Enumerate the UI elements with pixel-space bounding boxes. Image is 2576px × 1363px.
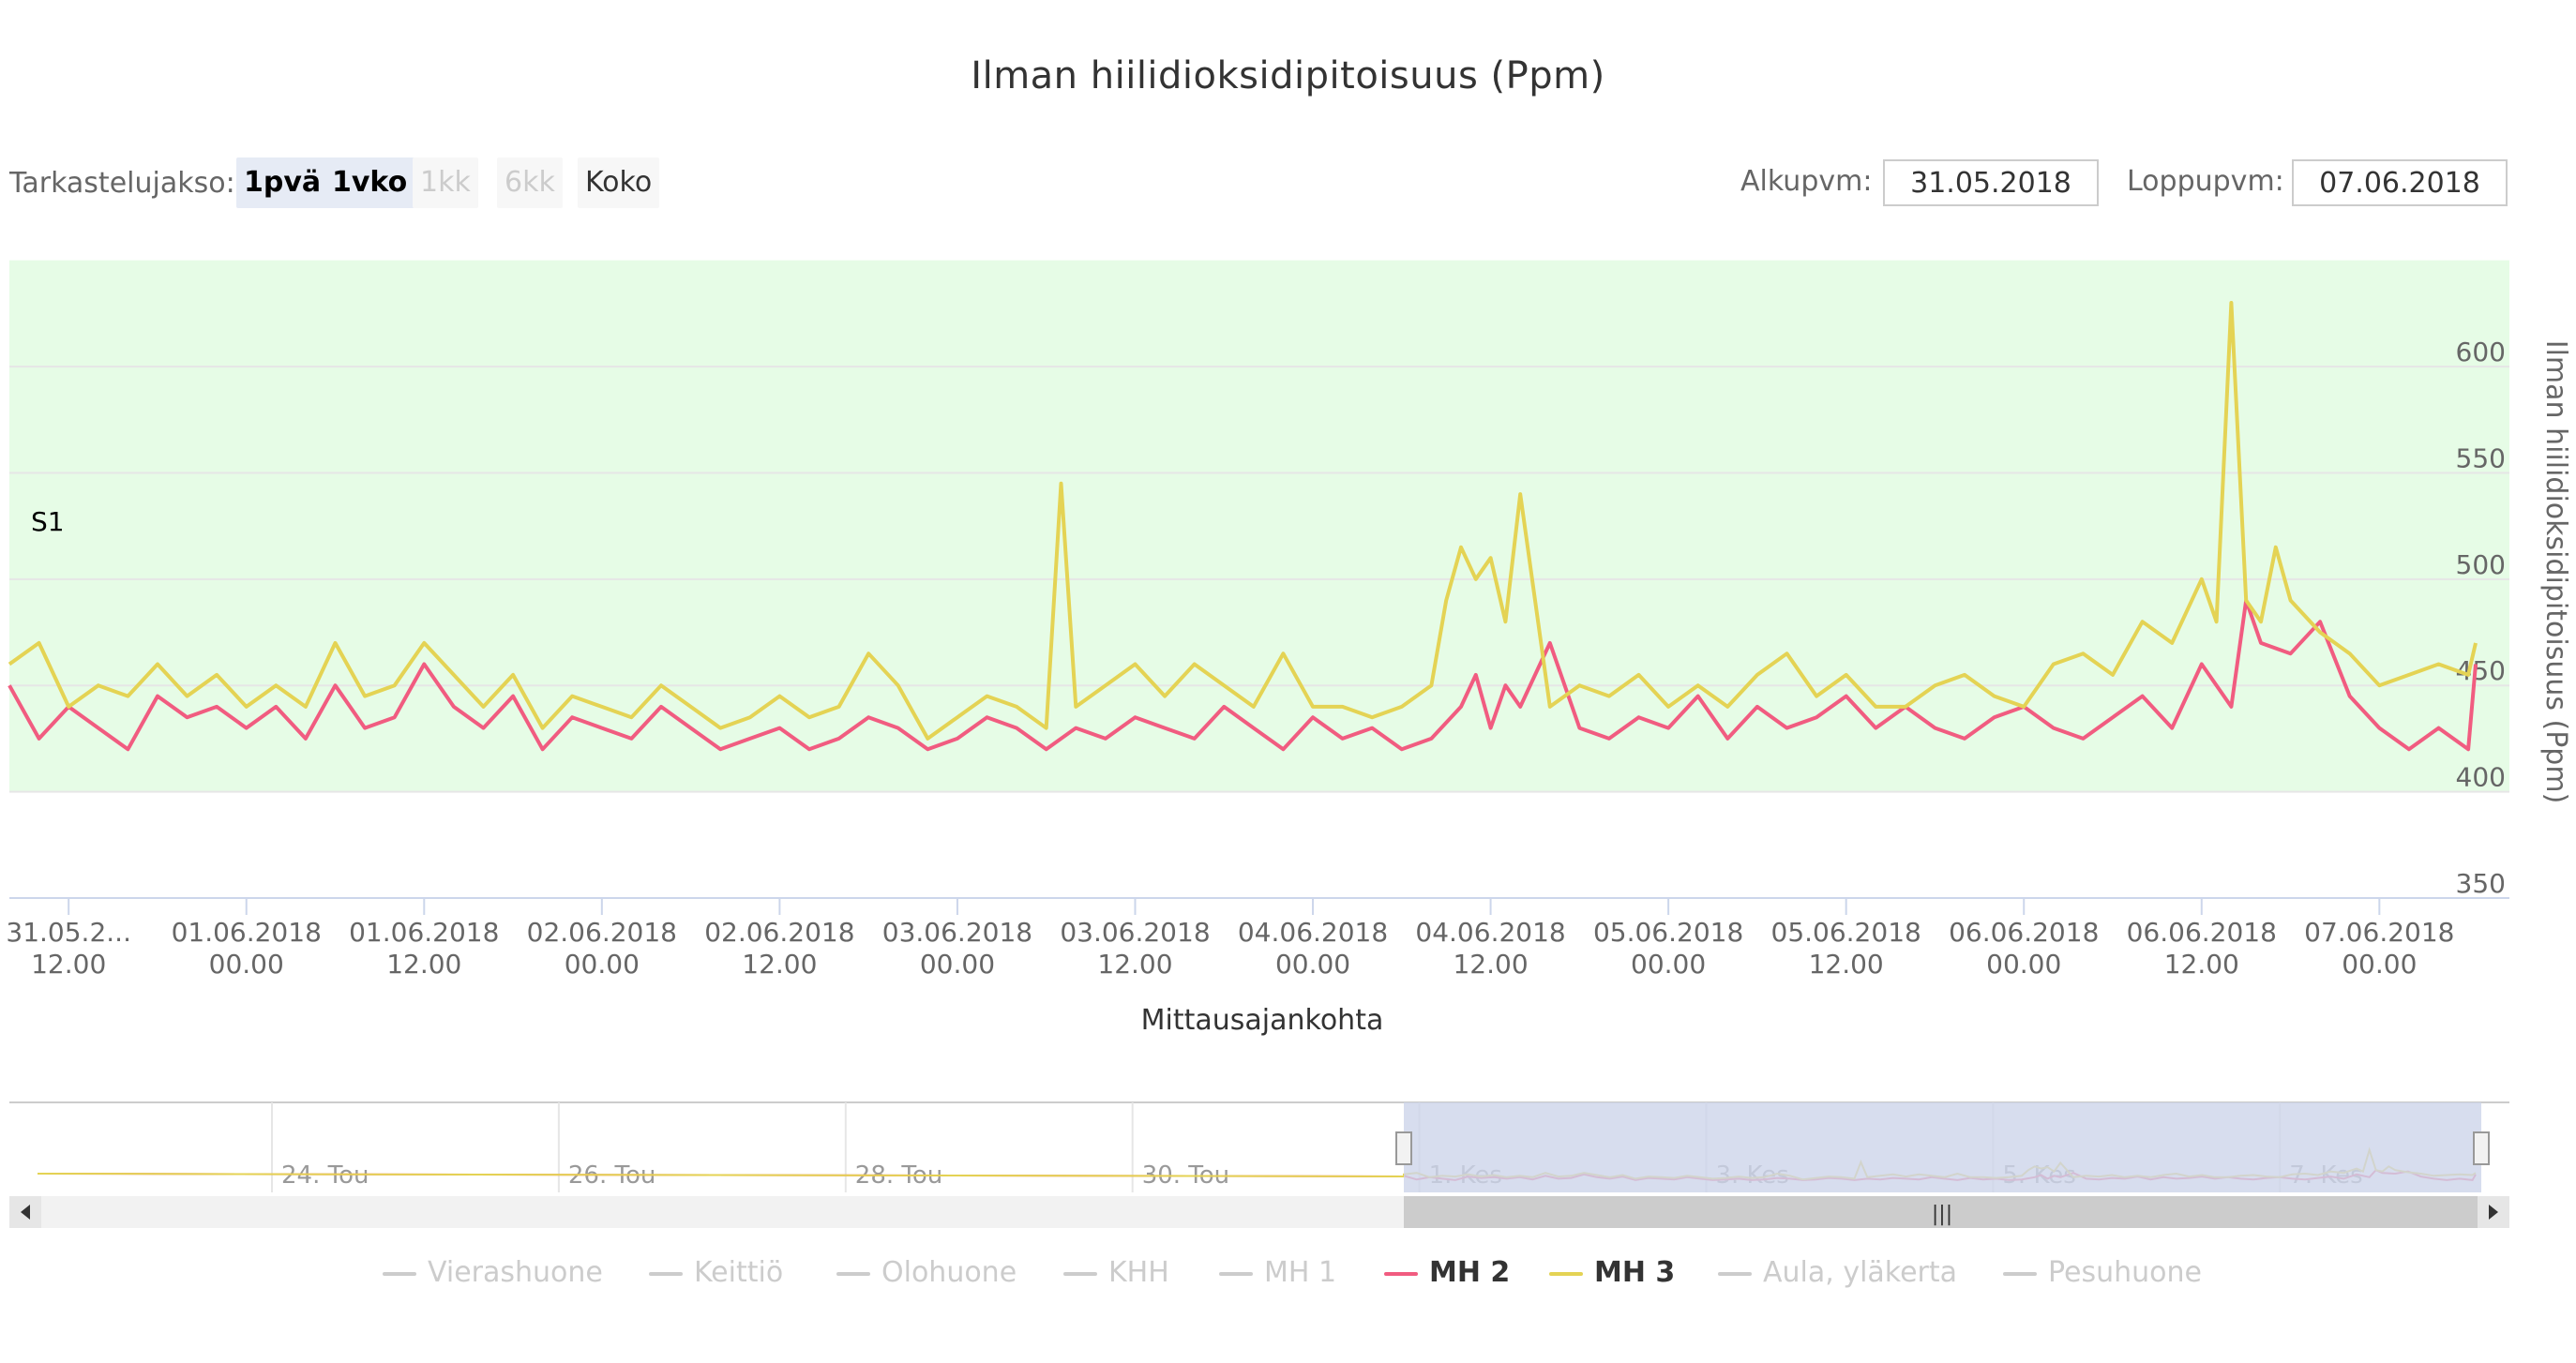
range-button-6months[interactable]: 6kk: [497, 157, 563, 208]
legend-symbol: [1549, 1271, 1583, 1276]
legend-symbol: [1219, 1271, 1253, 1276]
x-tick-label: 00.00: [1631, 949, 1706, 980]
plot-band-label: S1: [31, 506, 65, 537]
legend-label: Aula, yläkerta: [1763, 1256, 1958, 1289]
x-axis-title: Mittausajankohta: [1141, 1004, 1384, 1037]
range-selector-label: Tarkastelujakso:: [9, 167, 235, 200]
x-tick-label: 06.06.2018: [2127, 917, 2277, 948]
legend-label: Pesuhuone: [2048, 1256, 2202, 1289]
y-tick-label: 550: [2456, 442, 2506, 473]
y-tick-label: 500: [2456, 549, 2506, 580]
x-tick-label: 04.06.2018: [1415, 917, 1565, 948]
x-tick-label: 00.00: [1275, 949, 1350, 980]
legend-label: MH 3: [1594, 1256, 1676, 1289]
x-tick-label: 01.06.2018: [172, 917, 322, 948]
range-button-1week[interactable]: 1vko: [324, 157, 415, 208]
range-button-all[interactable]: Koko: [578, 157, 660, 208]
x-tick-label: 31.05.2...: [6, 917, 131, 948]
navigator-selection: [1404, 1102, 2481, 1192]
start-date-input[interactable]: 31.05.2018: [1883, 159, 2099, 206]
y-tick-label: 600: [2456, 337, 2506, 367]
legend-item-mh-1[interactable]: MH 1: [1219, 1256, 1336, 1289]
legend-symbol: [1384, 1271, 1418, 1276]
x-tick-label: 12.00: [1097, 949, 1172, 980]
x-tick-label: 04.06.2018: [1238, 917, 1388, 948]
x-tick-label: 12.00: [1809, 949, 1884, 980]
legend-label: Vierashuone: [428, 1256, 603, 1289]
x-tick-label: 00.00: [209, 949, 284, 980]
legend-item-mh-3[interactable]: MH 3: [1549, 1256, 1675, 1289]
legend-symbol: [2003, 1271, 2037, 1276]
x-tick-label: 12.00: [2164, 949, 2239, 980]
x-tick-label: 12.00: [742, 949, 817, 980]
x-tick-label: 03.06.2018: [1060, 917, 1210, 948]
legend-label: MH 1: [1264, 1256, 1337, 1289]
x-tick-label: 03.06.2018: [882, 917, 1032, 948]
x-tick-label: 12.00: [31, 949, 106, 980]
legend-item-pesuhuone[interactable]: Pesuhuone: [2003, 1256, 2202, 1289]
legend-label: Olohuone: [881, 1256, 1017, 1289]
chart-title: Ilman hiilidioksidipitoisuus (Ppm): [971, 54, 1605, 97]
scrollbar-grip-icon: |||: [1932, 1203, 1952, 1226]
arrow-left-icon: [21, 1205, 30, 1220]
x-tick-label: 01.06.2018: [349, 917, 499, 948]
scrollbar-thumb[interactable]: [1404, 1196, 2481, 1228]
legend-label: MH 2: [1429, 1256, 1511, 1289]
x-tick-label: 12.00: [1453, 949, 1528, 980]
legend-item-keittiö[interactable]: Keittiö: [649, 1256, 783, 1289]
y-tick-label: 400: [2456, 762, 2506, 793]
x-tick-label: 00.00: [2342, 949, 2417, 980]
start-date-label: Alkupvm:: [1740, 165, 1873, 198]
x-tick-label: 12.00: [386, 949, 461, 980]
range-button-1month[interactable]: 1kk: [413, 157, 478, 208]
plot-band: [9, 260, 2509, 792]
legend-symbol: [1063, 1271, 1097, 1276]
legend-symbol: [383, 1271, 416, 1276]
x-tick-label: 06.06.2018: [1949, 917, 2099, 948]
main-plot-area: 35040045050055060031.05.2...12.0001.06.2…: [6, 260, 2509, 980]
series-line-mh-2: [8, 598, 2478, 752]
end-date-label: Loppupvm:: [2127, 165, 2284, 198]
legend-label: Keittiö: [694, 1256, 784, 1289]
end-date-input[interactable]: 07.06.2018: [2292, 159, 2508, 206]
x-tick-label: 05.06.2018: [1771, 917, 1921, 948]
legend-item-mh-2[interactable]: MH 2: [1384, 1256, 1510, 1289]
series-line-mh-3: [8, 301, 2478, 741]
x-tick-label: 05.06.2018: [1593, 917, 1743, 948]
x-tick-label: 02.06.2018: [704, 917, 854, 948]
navigator-left-handle[interactable]: [1395, 1131, 1412, 1165]
legend-item-aula-yläkerta[interactable]: Aula, yläkerta: [1718, 1256, 1957, 1289]
x-tick-label: 02.06.2018: [527, 917, 677, 948]
navigator-tick-label: 24. Tou: [281, 1161, 369, 1190]
y-axis-title: Ilman hiilidioksidipitoisuus (Ppm): [2539, 340, 2572, 804]
legend-item-khh[interactable]: KHH: [1063, 1256, 1169, 1289]
y-tick-label: 350: [2456, 868, 2506, 899]
x-tick-label: 00.00: [1986, 949, 2061, 980]
y-tick-label: 450: [2456, 655, 2506, 686]
legend-symbol: [1718, 1271, 1752, 1276]
legend-item-vierashuone[interactable]: Vierashuone: [383, 1256, 603, 1289]
range-button-1day[interactable]: 1pvä: [236, 157, 329, 208]
legend-symbol: [649, 1271, 683, 1276]
navigator-right-handle[interactable]: [2473, 1131, 2490, 1165]
x-tick-label: 07.06.2018: [2304, 917, 2454, 948]
x-tick-label: 00.00: [920, 949, 995, 980]
x-tick-label: 00.00: [565, 949, 640, 980]
legend-item-olohuone[interactable]: Olohuone: [836, 1256, 1017, 1289]
arrow-right-icon: [2489, 1205, 2498, 1220]
legend-label: KHH: [1108, 1256, 1169, 1289]
legend-symbol: [836, 1271, 870, 1276]
